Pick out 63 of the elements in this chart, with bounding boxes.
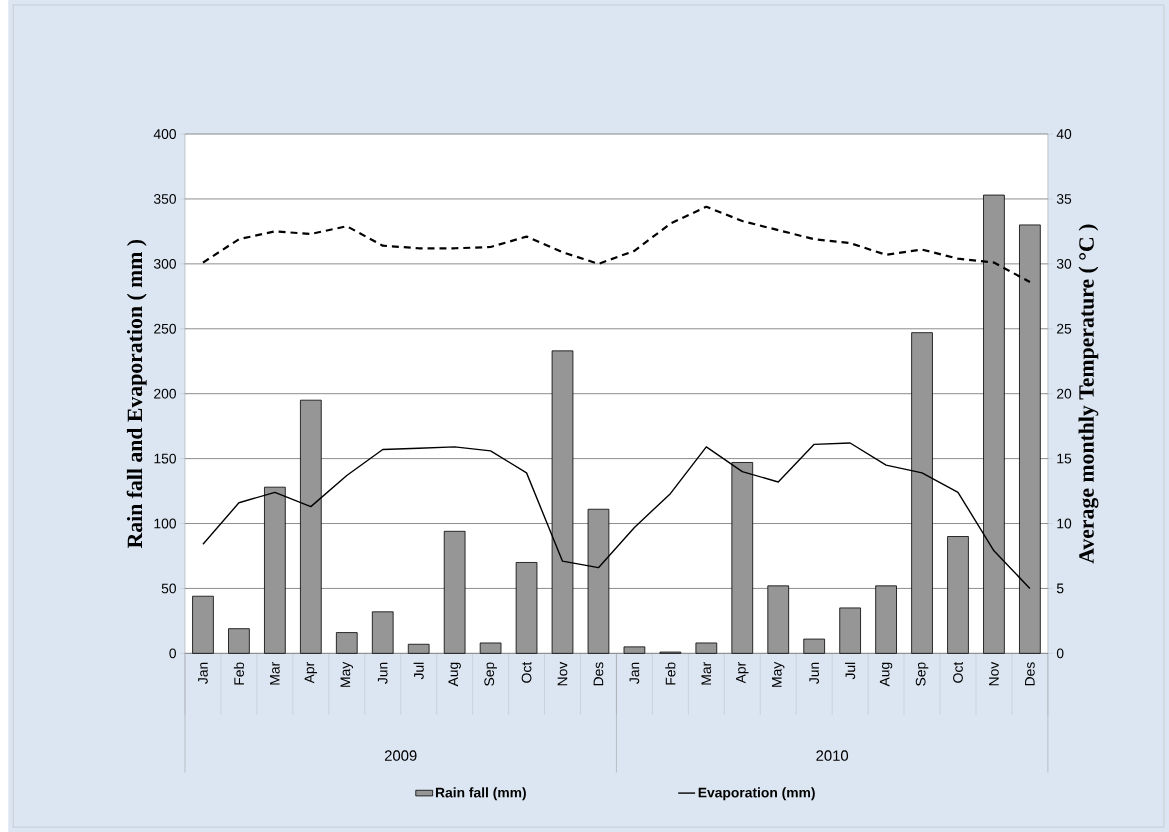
y2-tick-label: 20 — [1057, 388, 1072, 399]
x-tick-label: Nov — [557, 661, 568, 686]
y2-tick-label: 30 — [1056, 258, 1072, 269]
x-tick-label: Jan — [629, 662, 640, 684]
x-tick-label: Oct — [953, 661, 963, 683]
x-tick-label: Feb — [665, 662, 676, 685]
x-tick-label: Jul — [413, 662, 424, 680]
x-tick-label: Apr — [736, 662, 749, 684]
x-tick-label: Jul — [845, 662, 856, 680]
x-tick-label: Mar — [701, 662, 712, 685]
text: 2010 — [816, 750, 849, 761]
x-tick-label: Jun — [377, 662, 388, 684]
bar — [371, 611, 394, 654]
bar — [407, 643, 430, 654]
y2-tick-label: 5 — [1056, 583, 1064, 594]
bar — [767, 585, 790, 654]
y-tick-label: 50 — [161, 583, 176, 594]
y-tick-label: 200 — [154, 388, 176, 399]
bar — [443, 530, 466, 654]
bar — [335, 632, 358, 654]
y-tick-label: 300 — [153, 258, 176, 269]
bar — [839, 607, 861, 654]
x-tick-label: Sep — [484, 662, 497, 686]
legend-label: Rain fall (mm) — [435, 787, 526, 801]
x-tick-label: May — [340, 661, 353, 687]
y2-tick-label: 15 — [1057, 453, 1072, 464]
bar — [947, 536, 969, 654]
y-tick-label: 400 — [153, 129, 176, 139]
x-tick-label: Nov — [989, 661, 999, 686]
x-tick-label: Oct — [521, 661, 532, 683]
y2-tick-label: 40 — [1056, 129, 1072, 139]
y-tick-label: 350 — [153, 194, 176, 204]
bar — [623, 646, 646, 654]
y2-tick-label: 10 — [1057, 518, 1072, 529]
y-tick-label: 0 — [169, 648, 176, 659]
bar — [479, 642, 502, 654]
y-axis-title: Rain fall and Evaporation ( mm ) — [126, 239, 147, 549]
x-tick-label: Sep — [915, 662, 929, 686]
legend-label: Evaporation (mm) — [698, 787, 815, 801]
bar — [803, 638, 826, 654]
x-tick-label: May — [772, 661, 785, 687]
bar — [515, 562, 538, 654]
y2-tick-label: 35 — [1056, 194, 1072, 204]
x-tick-label: Mar — [270, 662, 280, 685]
x-tick-label: Jan — [198, 662, 208, 684]
y-tick-label: 150 — [154, 453, 176, 464]
y-tick-label: 100 — [154, 518, 176, 529]
bar — [192, 595, 214, 654]
x-tick-label: Aug — [448, 662, 461, 687]
x-tick-label: Des — [593, 662, 604, 686]
x-tick-label: Aug — [879, 662, 893, 687]
bar — [875, 585, 897, 654]
text: 2009 — [384, 750, 417, 761]
x-tick-label: Apr — [304, 662, 318, 684]
y2-axis-title: Average monthly Temperature ( °C ) — [1078, 224, 1099, 564]
y2-tick-label: 0 — [1056, 648, 1064, 659]
x-tick-label: Feb — [233, 662, 245, 685]
y2-tick-label: 25 — [1057, 323, 1072, 334]
bar — [695, 642, 718, 654]
bar — [228, 628, 250, 654]
y-tick-label: 250 — [154, 323, 176, 334]
x-tick-label: Jun — [809, 662, 820, 684]
x-tick-label: Des — [1025, 662, 1035, 686]
